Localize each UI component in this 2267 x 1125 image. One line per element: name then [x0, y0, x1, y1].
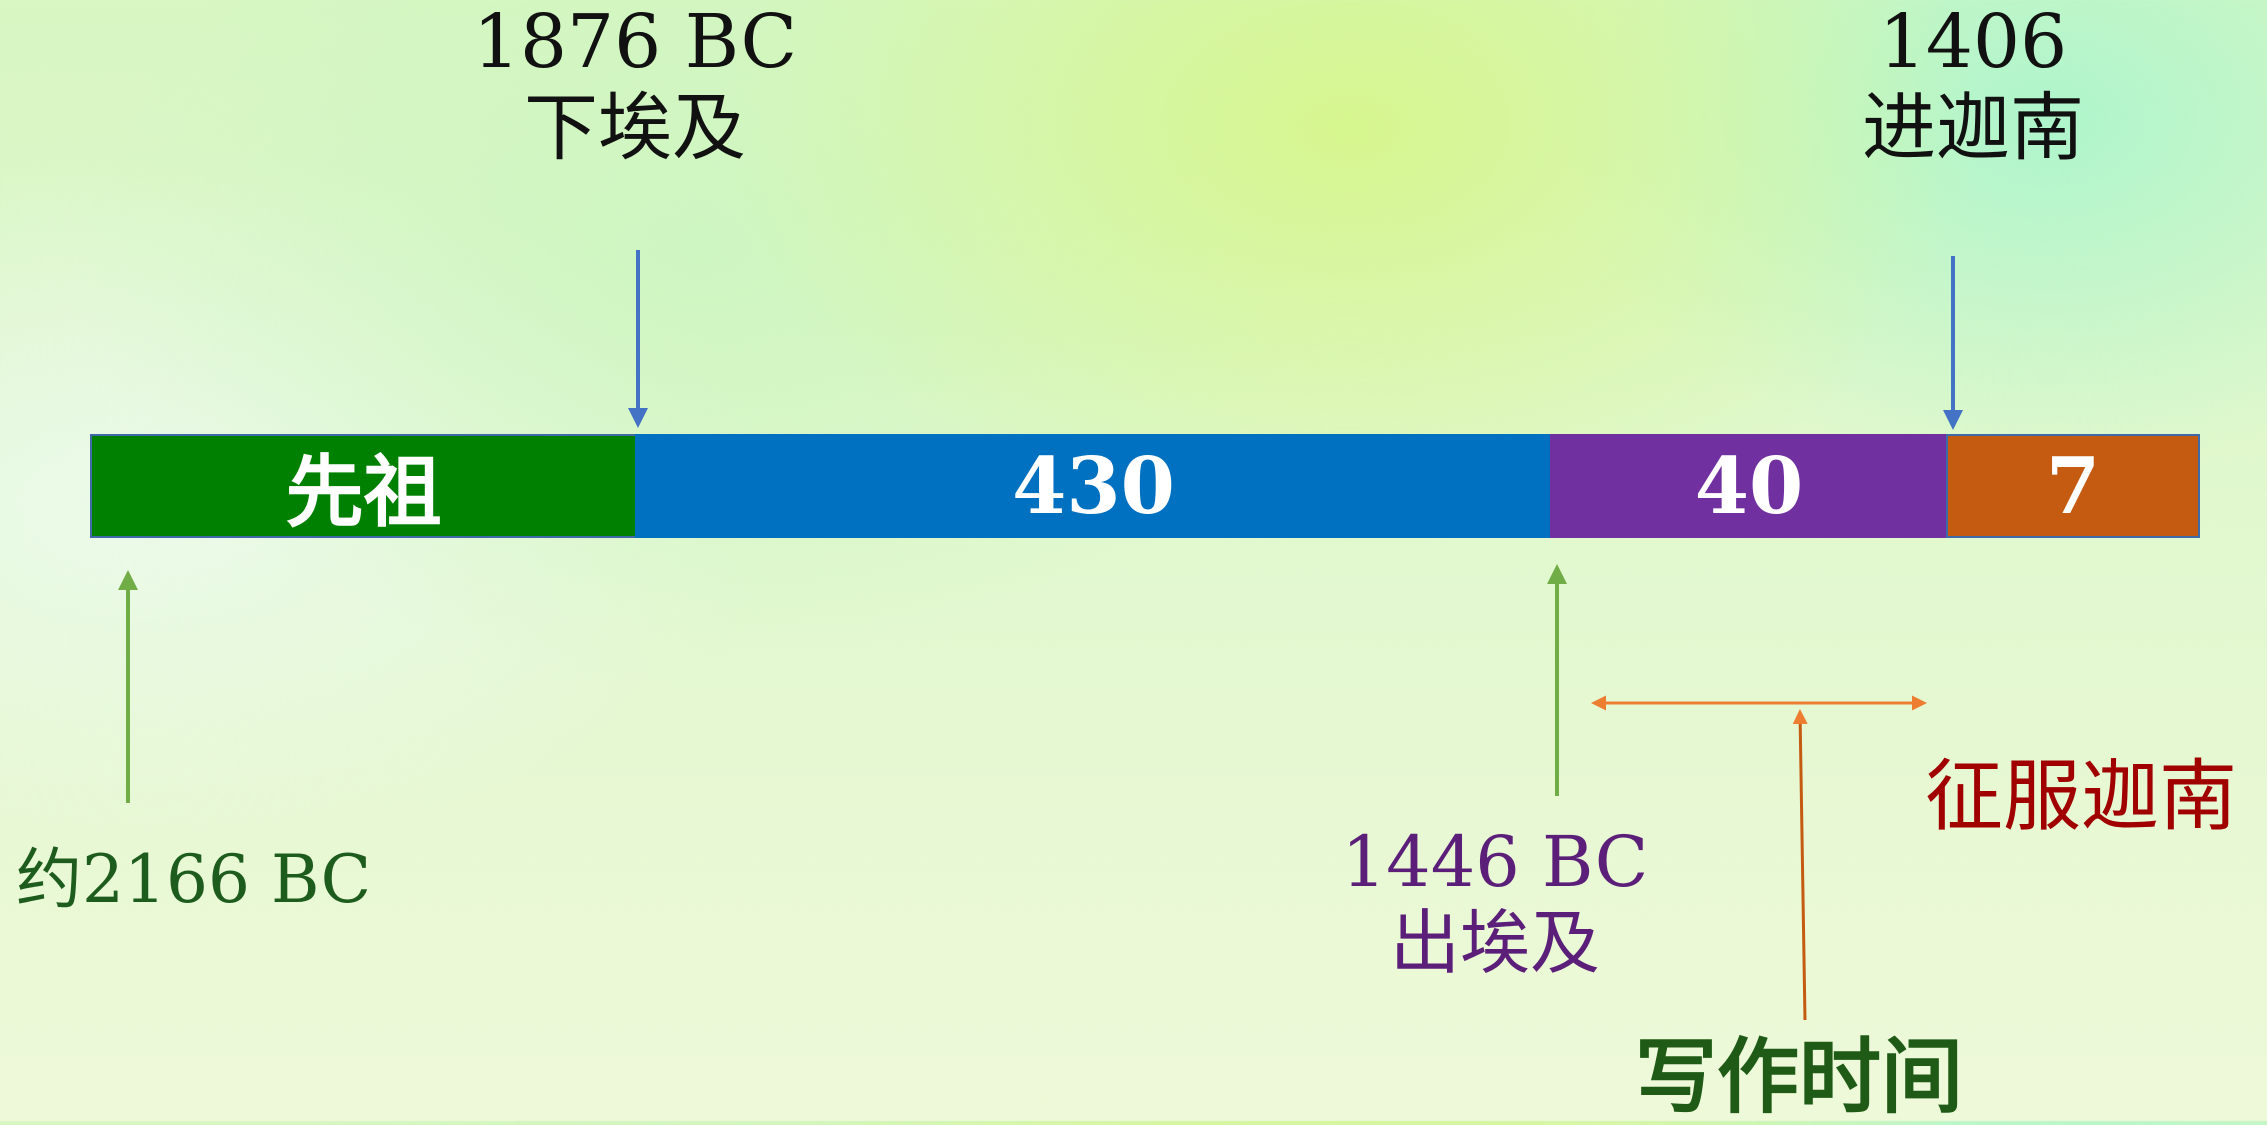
- exodus-label: 1446 BC 出埃及: [1295, 821, 1695, 985]
- exodus-year: 1446 BC: [1341, 821, 1649, 903]
- segment-wilderness: 40: [1550, 434, 1948, 538]
- enter-canaan-year: 1406: [1878, 0, 2068, 85]
- enter-canaan-event: 进迦南: [1862, 84, 2084, 171]
- segment-ancestors-label: 先祖: [285, 447, 442, 538]
- segment-conquest-label: 7: [2045, 440, 2101, 532]
- segment-conquest: 7: [1946, 434, 2200, 538]
- segment-sojourn-label: 430: [1012, 440, 1175, 532]
- writing-time-label: 写作时间: [1635, 1029, 1964, 1125]
- start-label: 约2166 BC: [16, 841, 372, 918]
- exodus-event: 出埃及: [1390, 902, 1600, 985]
- segment-ancestors: 先祖: [90, 434, 637, 538]
- conquest-label: 征服迦南: [1925, 752, 2238, 842]
- enter-canaan-label: 1406 进迦南: [1773, 0, 2173, 172]
- descend-event: 下埃及: [524, 84, 746, 171]
- descend-year: 1876 BC: [472, 0, 798, 85]
- descend-label: 1876 BC 下埃及: [435, 0, 835, 172]
- writing-arrow: [1792, 709, 1808, 1021]
- segment-wilderness-label: 40: [1694, 440, 1804, 532]
- segment-sojourn: 430: [635, 434, 1552, 538]
